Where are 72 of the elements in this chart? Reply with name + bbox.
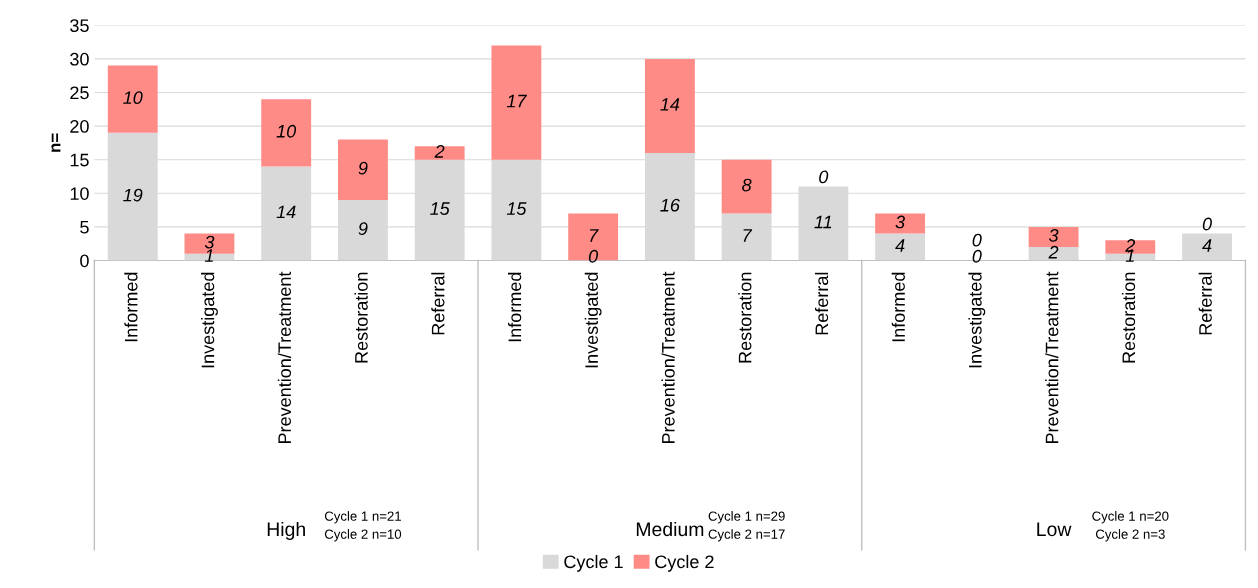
data-label: 19 <box>123 188 143 202</box>
x-tick-label: Restoration <box>738 272 752 363</box>
data-label: 2 <box>1048 245 1059 259</box>
data-label: 17 <box>506 94 528 108</box>
data-label: 15 <box>430 202 450 215</box>
y-tick-label: 30 <box>70 52 89 66</box>
data-label: 11 <box>814 215 832 229</box>
x-tick-label: Informed <box>124 272 138 342</box>
data-label: 8 <box>742 178 752 192</box>
x-tick-label: Referral <box>431 272 445 335</box>
data-label: 0 <box>588 249 599 263</box>
data-label: 9 <box>358 161 368 175</box>
x-tick-label: Restoration <box>1121 272 1136 363</box>
y-tick-label: 15 <box>70 153 89 167</box>
data-label: 0 <box>819 170 829 184</box>
data-label: 10 <box>123 91 143 105</box>
x-tick-label: Referral <box>814 272 829 335</box>
bar <box>568 213 619 261</box>
y-axis-title: n= <box>51 133 61 152</box>
y-tick-label: 20 <box>70 120 89 133</box>
text: Cycle 1 n=29 Cycle 2 n=17 <box>708 511 785 542</box>
x-tick-label: Investigated <box>584 272 602 368</box>
data-label: 4 <box>1202 239 1212 252</box>
bar <box>261 99 312 167</box>
bar <box>1028 247 1079 261</box>
data-label: 3 <box>1048 229 1059 242</box>
x-tick-label: Investigated <box>968 272 986 368</box>
data-label: 0 <box>1202 217 1212 231</box>
bar <box>644 58 695 153</box>
y-tick-label: 10 <box>70 187 89 200</box>
legend-label: Cycle 2 <box>655 554 714 572</box>
data-label: 3 <box>895 215 905 229</box>
x-tick-label: Prevention/Treatment <box>1045 271 1059 444</box>
x-tick-label: Investigated <box>201 272 218 368</box>
data-label: 15 <box>506 202 527 215</box>
y-tick-label: 5 <box>80 221 89 234</box>
x-tick-label: Prevention/Treatment <box>277 271 292 444</box>
data-label: 1 <box>204 249 213 262</box>
bar <box>1182 233 1232 261</box>
y-tick-label: 0 <box>80 254 89 268</box>
data-label: 3 <box>204 235 215 249</box>
data-label: 4 <box>895 239 905 252</box>
data-label: 7 <box>590 229 599 242</box>
data-label: 14 <box>276 205 296 219</box>
y-tick-label: 25 <box>70 86 89 100</box>
data-label: 7 <box>743 229 753 242</box>
text: Low <box>1037 522 1072 537</box>
data-label: 14 <box>660 98 680 111</box>
x-tick-label: Restoration <box>354 272 368 363</box>
bar <box>337 139 388 200</box>
x-tick-label: Informed <box>507 272 522 342</box>
x-tick-label: Referral <box>1198 272 1212 335</box>
data-label: 0 <box>972 249 982 263</box>
bar <box>107 65 158 133</box>
data-label: 2 <box>434 145 445 158</box>
text: Cycle 1 n=20 Cycle 2 n=3 <box>1092 511 1169 542</box>
legend-label: Cycle 1 <box>564 554 623 572</box>
data-label: 0 <box>972 233 982 247</box>
bar <box>875 213 926 234</box>
text: High <box>267 521 305 541</box>
text: Cycle 1 n=21 Cycle 2 n=10 <box>324 511 402 542</box>
bar <box>491 45 542 160</box>
bar <box>721 159 772 214</box>
data-label: 16 <box>660 198 680 212</box>
y-tick-label: 35 <box>70 19 89 32</box>
x-tick-label: Informed <box>891 272 905 342</box>
data-label: 9 <box>358 222 368 236</box>
x-tick-label: Prevention/Treatment <box>661 271 675 444</box>
text: Medium <box>636 521 704 537</box>
bar <box>875 233 926 261</box>
bar <box>414 146 465 160</box>
data-label: 10 <box>276 124 297 138</box>
